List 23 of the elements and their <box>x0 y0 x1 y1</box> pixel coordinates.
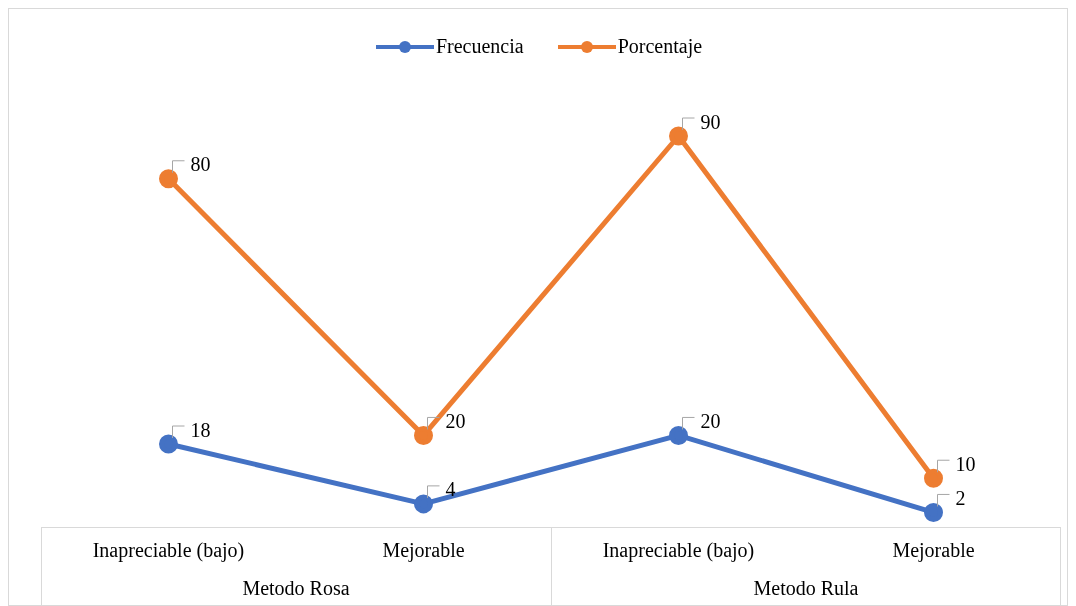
point <box>414 425 433 445</box>
x-tick-label: Mejorable <box>892 539 975 562</box>
data-label: 90 <box>700 110 721 133</box>
legend-label: Frecuencia <box>435 35 524 58</box>
data-label: 80 <box>190 153 211 176</box>
data-label: 18 <box>190 418 211 441</box>
data-label: 20 <box>445 410 466 433</box>
x-tick-label: Inapreciable (bajo) <box>602 539 755 562</box>
point <box>924 468 943 488</box>
point <box>669 126 688 146</box>
point <box>159 434 178 454</box>
text: Metodo Rula <box>752 577 860 600</box>
point <box>159 169 178 189</box>
text: Metodo Rosa <box>241 577 351 600</box>
data-label: 20 <box>700 410 721 433</box>
data-label: 2 <box>955 487 966 510</box>
data-label: 10 <box>955 452 976 475</box>
point <box>924 502 943 522</box>
x-tick-label: Inapreciable (bajo) <box>92 539 245 562</box>
x-tick-label: Mejorable <box>382 539 465 562</box>
point <box>669 425 688 445</box>
point <box>414 494 433 514</box>
legend-label: Porcentaje <box>617 35 703 58</box>
